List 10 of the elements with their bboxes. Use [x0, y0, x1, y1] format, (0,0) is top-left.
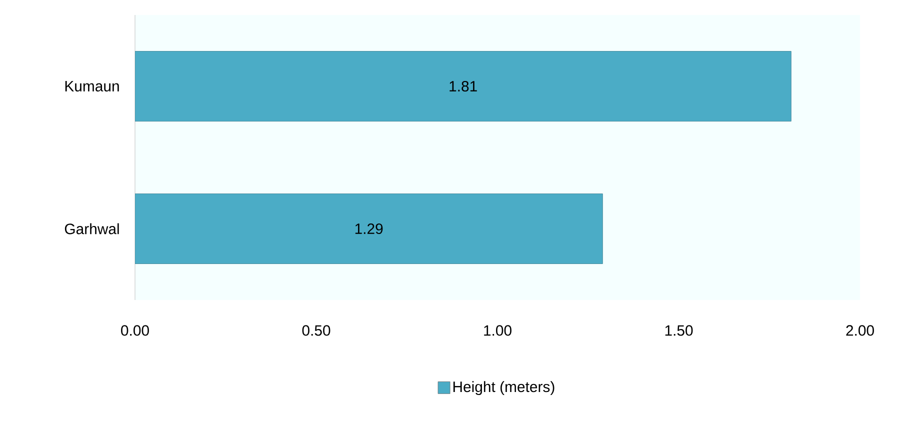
x-tick-label: 1.00	[484, 325, 512, 336]
legend-label: Height (meters)	[453, 381, 554, 396]
x-tick-label: 0.50	[302, 325, 330, 336]
x-tick-label: 0.00	[121, 325, 149, 336]
text: 1.81	[450, 80, 477, 92]
y-tick-label: Kumaun	[65, 81, 119, 92]
text: 1.29	[355, 223, 383, 234]
x-tick-label: 1.50	[665, 325, 693, 336]
y-tick-label: Garhwal	[64, 223, 119, 234]
x-tick-label: 2.00	[846, 325, 874, 336]
